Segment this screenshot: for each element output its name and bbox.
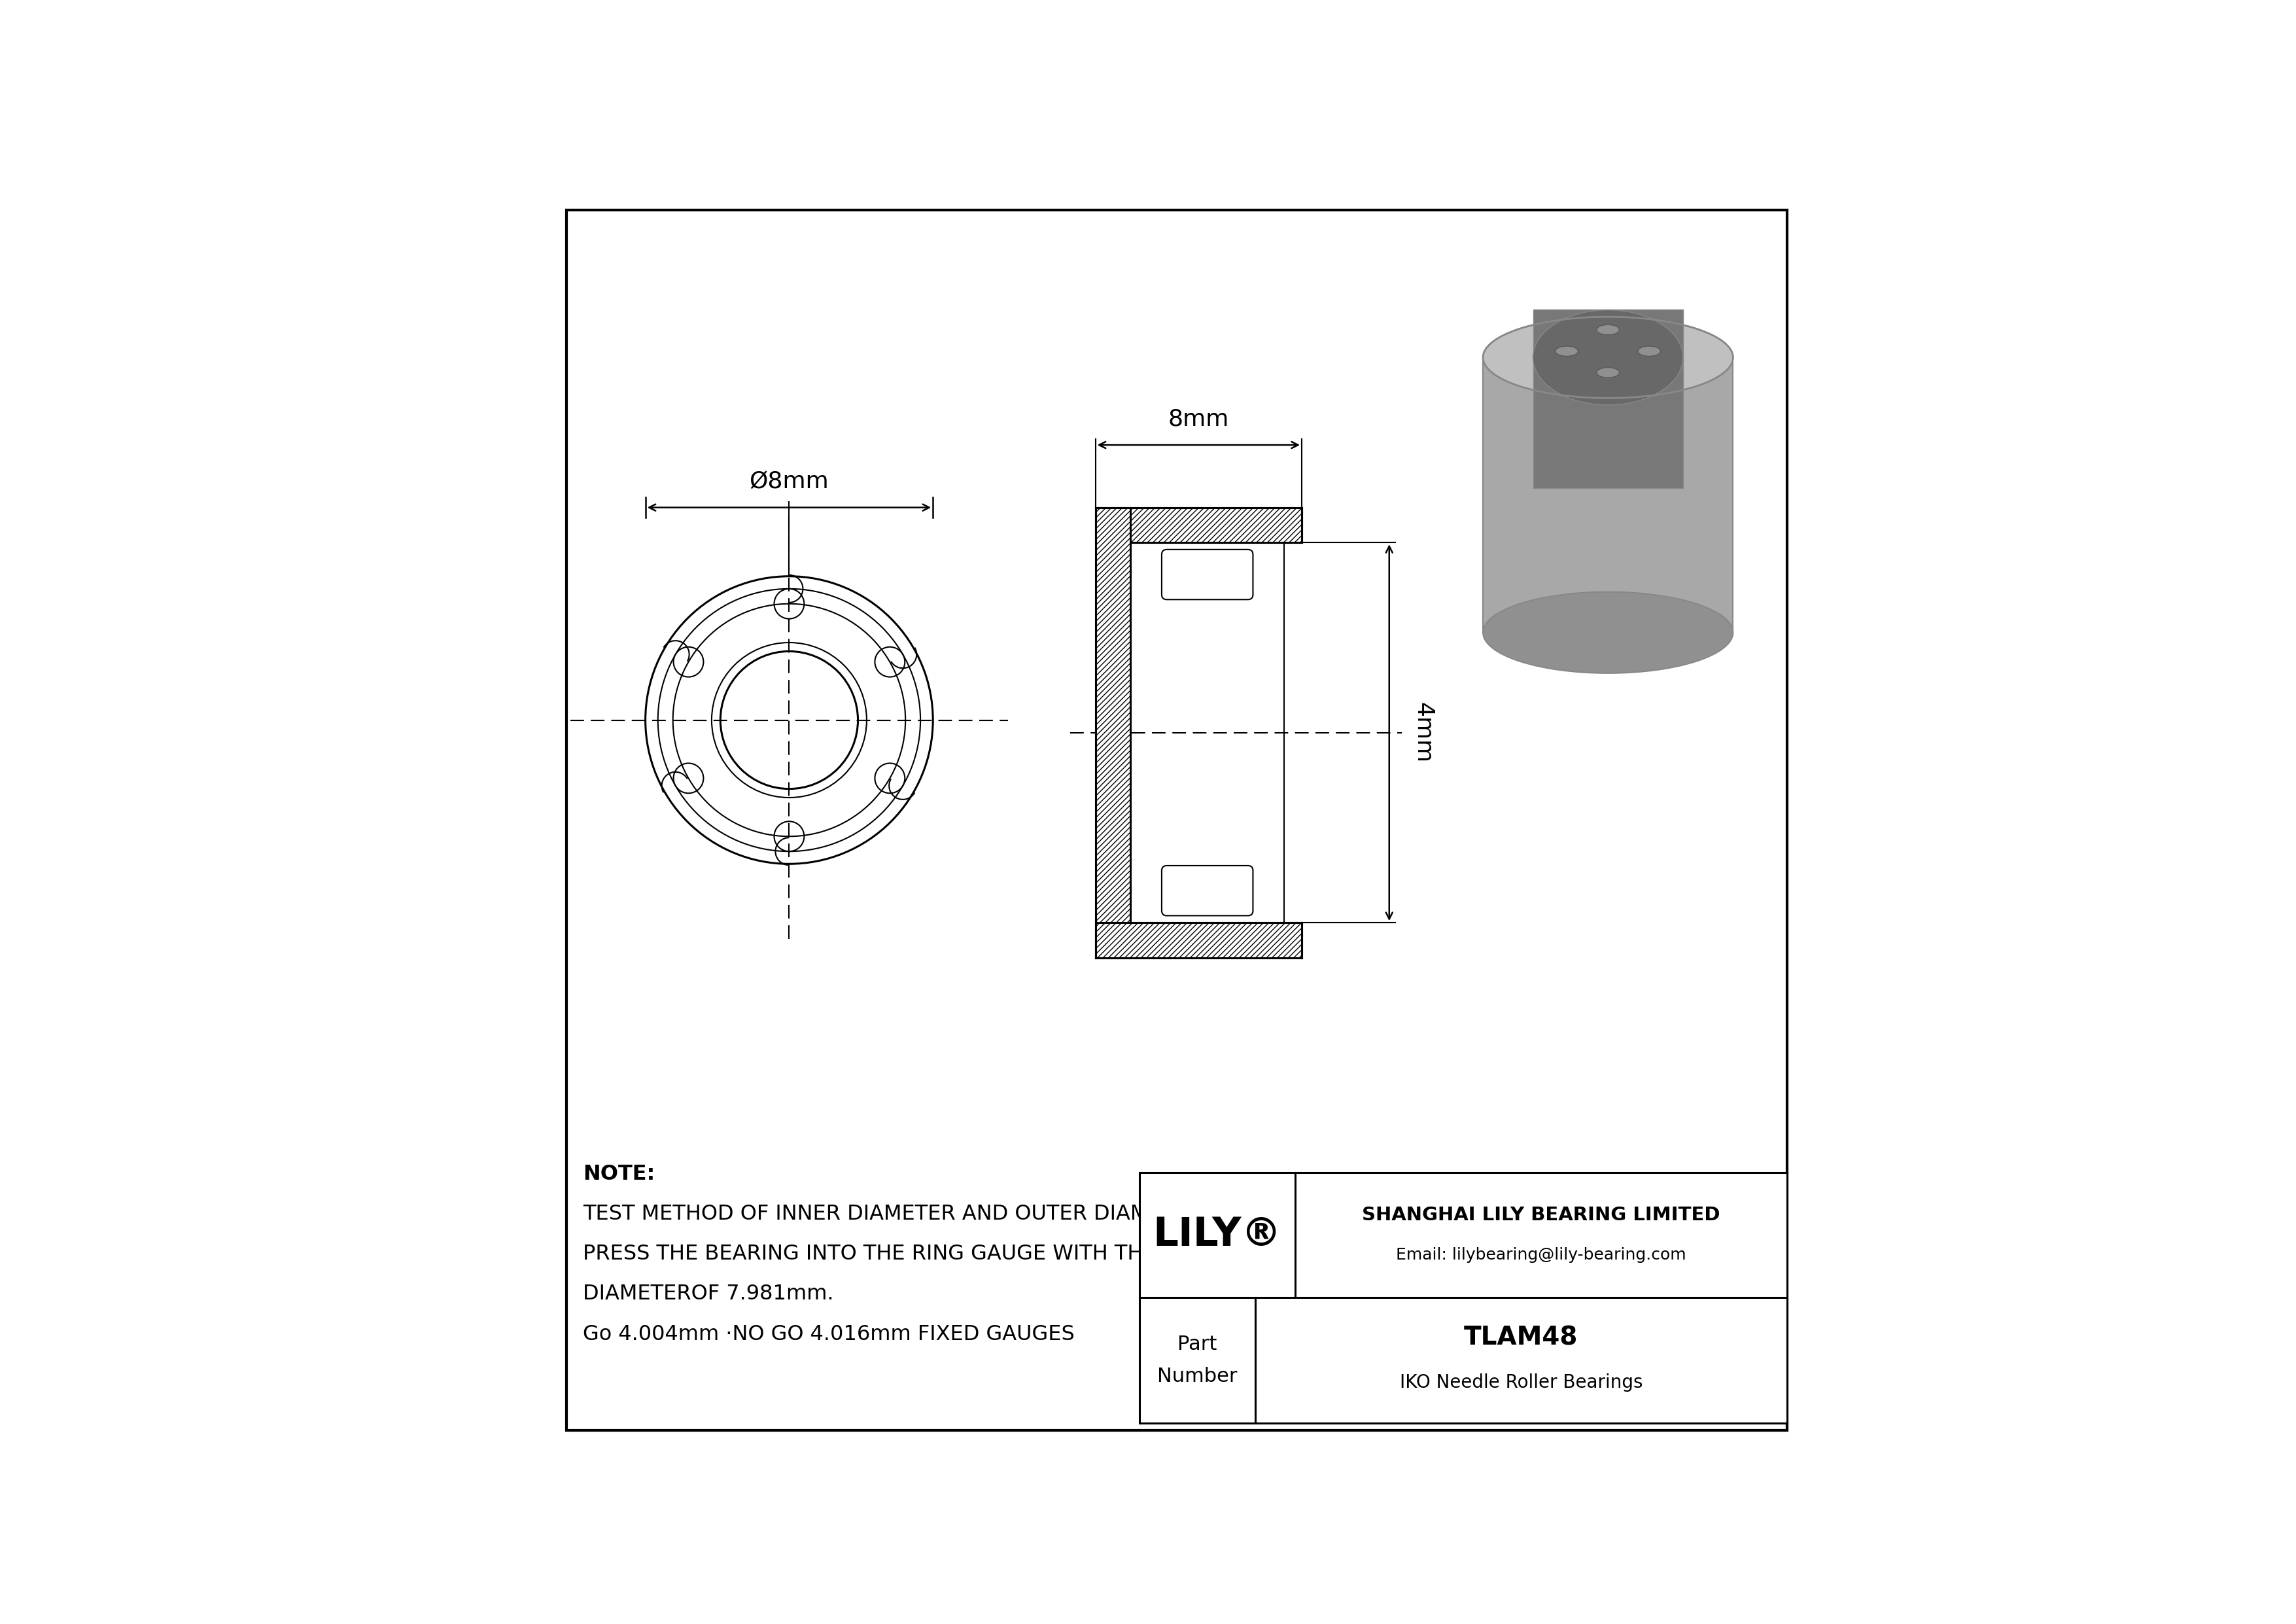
- Bar: [1095, 922, 1302, 958]
- Bar: [1095, 507, 1302, 542]
- Text: TLAM48: TLAM48: [1465, 1325, 1577, 1350]
- Bar: [1095, 922, 1302, 958]
- Text: IKO Needle Roller Bearings: IKO Needle Roller Bearings: [1401, 1374, 1642, 1392]
- Text: Email: lilybearing@lily-bearing.com: Email: lilybearing@lily-bearing.com: [1396, 1247, 1685, 1263]
- FancyBboxPatch shape: [1162, 866, 1254, 916]
- Ellipse shape: [1483, 591, 1733, 674]
- Text: NOTE:: NOTE:: [583, 1164, 654, 1184]
- Text: TEST METHOD OF INNER DIAMETER AND OUTER DIAMETER.: TEST METHOD OF INNER DIAMETER AND OUTER …: [583, 1203, 1208, 1224]
- Text: LILY®: LILY®: [1153, 1216, 1281, 1255]
- Ellipse shape: [1534, 310, 1683, 404]
- Text: Number: Number: [1157, 1367, 1238, 1385]
- Text: Ø8mm: Ø8mm: [748, 471, 829, 492]
- Bar: [1095, 507, 1130, 958]
- Ellipse shape: [1596, 325, 1619, 335]
- Bar: [1483, 357, 1733, 633]
- Ellipse shape: [1596, 367, 1619, 377]
- Bar: [1095, 507, 1130, 958]
- Bar: [1534, 309, 1683, 489]
- Text: 8mm: 8mm: [1169, 408, 1228, 430]
- Ellipse shape: [1637, 346, 1660, 356]
- Text: PRESS THE BEARING INTO THE RING GAUGE WITH THE INNER: PRESS THE BEARING INTO THE RING GAUGE WI…: [583, 1244, 1228, 1265]
- Text: Go 4.004mm ·NO GO 4.016mm FIXED GAUGES: Go 4.004mm ·NO GO 4.016mm FIXED GAUGES: [583, 1324, 1075, 1345]
- Bar: [1095, 507, 1302, 542]
- Bar: [1139, 1173, 1786, 1423]
- Text: SHANGHAI LILY BEARING LIMITED: SHANGHAI LILY BEARING LIMITED: [1362, 1207, 1720, 1224]
- Ellipse shape: [1554, 346, 1577, 356]
- Text: Part: Part: [1178, 1335, 1217, 1353]
- FancyBboxPatch shape: [1162, 549, 1254, 599]
- Text: 4mm: 4mm: [1412, 702, 1435, 763]
- Ellipse shape: [1483, 317, 1733, 398]
- Text: DIAMETEROF 7.981mm.: DIAMETEROF 7.981mm.: [583, 1285, 833, 1304]
